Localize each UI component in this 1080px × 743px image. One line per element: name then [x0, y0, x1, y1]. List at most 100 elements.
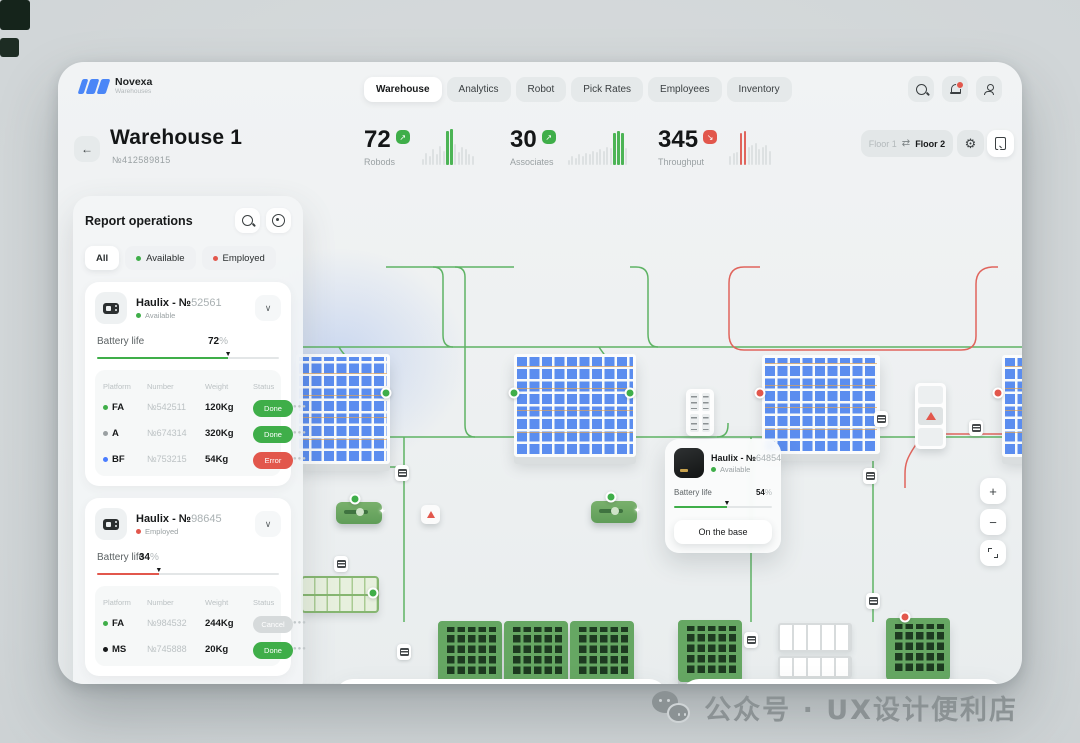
- sparkline: [729, 129, 771, 165]
- stat-label: Robods: [364, 157, 396, 167]
- status-dot: [136, 528, 141, 534]
- storage-rack[interactable]: [514, 354, 636, 457]
- locate-button[interactable]: [266, 208, 291, 233]
- robot-icon: [399, 648, 409, 656]
- row-menu-button[interactable]: ●●●: [293, 404, 307, 410]
- warehouse-map[interactable]: ✦ ✦ Haulix -: [58, 188, 1022, 684]
- sidebar-search-button[interactable]: [235, 208, 260, 233]
- zoom-out-button[interactable]: −: [980, 509, 1006, 535]
- storage-rack[interactable]: [762, 355, 880, 454]
- robot-marker[interactable]: [397, 644, 411, 660]
- sparkle-icon: ✦: [378, 506, 386, 516]
- tab-pick-rates[interactable]: Pick Rates: [571, 77, 644, 102]
- slider-thumb[interactable]: ▼: [224, 351, 232, 358]
- background-square: [0, 0, 30, 30]
- robot-marker[interactable]: [969, 420, 983, 436]
- chevron-down-icon: ∨: [264, 518, 272, 529]
- control-panel-device[interactable]: [686, 389, 714, 436]
- robot-marker[interactable]: [744, 632, 758, 648]
- zoom-in-button[interactable]: +: [980, 478, 1006, 504]
- collapse-toggle[interactable]: ∨: [255, 511, 281, 537]
- table-row[interactable]: MS №745888 20Kg Done ●●●: [103, 636, 306, 662]
- slider-thumb[interactable]: ▼: [723, 500, 731, 507]
- table-row[interactable]: FA №984532 244Kg Cancel ●●●: [103, 610, 306, 636]
- fullscreen-button[interactable]: [980, 540, 1006, 566]
- battery-slider[interactable]: ▼: [674, 500, 772, 508]
- sparkline: [567, 129, 628, 165]
- robot-name: Haulix - №64854: [711, 452, 782, 463]
- tab-warehouse[interactable]: Warehouse: [364, 77, 442, 102]
- trend-down-icon: ↘: [703, 130, 718, 144]
- on-the-base-button[interactable]: On the base: [674, 520, 772, 544]
- robot-tooltip: Haulix - №64854 Available Battery life 5…: [665, 439, 781, 553]
- sidebar-title: Report operations: [85, 213, 193, 228]
- storage-rack[interactable]: [296, 354, 390, 464]
- shelf-tower-alert[interactable]: [915, 383, 946, 449]
- storage-rack[interactable]: [1002, 355, 1022, 457]
- gear-icon: ⚙: [964, 135, 977, 151]
- robot-card: Haulix - №98645 Employed ∨ Battery life …: [85, 498, 306, 676]
- tab-inventory[interactable]: Inventory: [726, 77, 792, 102]
- agv-robot[interactable]: ✦: [591, 501, 641, 523]
- sparkle-icon: ✦: [633, 505, 641, 515]
- tab-robot[interactable]: Robot: [515, 77, 567, 102]
- alert-marker[interactable]: [421, 505, 440, 524]
- robot-marker[interactable]: [866, 593, 880, 609]
- filter-available[interactable]: Available: [125, 246, 196, 270]
- notifications-button[interactable]: [942, 76, 968, 102]
- robot-avatar: [95, 508, 127, 540]
- logo-subtitle: Warehouses: [115, 88, 152, 95]
- row-menu-button[interactable]: ●●●: [293, 456, 307, 462]
- status-badge: Done: [253, 425, 293, 443]
- filter-all[interactable]: All: [85, 246, 120, 270]
- charging-block[interactable]: [570, 621, 634, 683]
- floor-toggle[interactable]: Floor 1 ⇄ Floor 2: [861, 130, 953, 157]
- battery-slider[interactable]: ▼: [97, 567, 279, 575]
- robot-marker[interactable]: [874, 411, 888, 427]
- table-row[interactable]: A №674314 320Kg Done ●●●: [103, 420, 306, 446]
- filter-employed[interactable]: Employed: [201, 246, 276, 270]
- robot-card: Haulix - №52561 Available ∨ Battery life…: [85, 282, 306, 486]
- floor-1-option[interactable]: Floor 1: [868, 138, 897, 149]
- collapse-toggle[interactable]: ∨: [255, 295, 281, 321]
- logo[interactable]: Novexa Warehouses: [77, 77, 152, 96]
- arrow-left-icon: ←: [81, 142, 93, 156]
- tab-analytics[interactable]: Analytics: [446, 77, 511, 102]
- status-badge: Done: [253, 399, 293, 417]
- tab-employees[interactable]: Employees: [648, 77, 722, 102]
- back-button[interactable]: ←: [74, 136, 100, 162]
- white-shelf-row[interactable]: [778, 623, 852, 652]
- settings-button[interactable]: ⚙: [957, 130, 984, 157]
- charging-block[interactable]: [438, 621, 502, 683]
- white-shelf-row[interactable]: [778, 656, 852, 678]
- profile-button[interactable]: [976, 76, 1002, 102]
- page-title: Warehouse 1: [110, 126, 243, 149]
- agv-robot[interactable]: ✦: [336, 502, 386, 524]
- battery-label: Battery life: [674, 488, 712, 497]
- row-menu-button[interactable]: ●●●: [293, 646, 307, 652]
- watermark: 公众号 · UX设计便利店: [652, 688, 1018, 727]
- row-menu-button[interactable]: ●●●: [293, 620, 307, 626]
- battery-slider[interactable]: ▼: [97, 351, 279, 359]
- charging-block[interactable]: [886, 618, 950, 680]
- sparkline: [421, 129, 474, 165]
- robot-icon: [397, 469, 407, 477]
- robot-marker[interactable]: [863, 468, 877, 484]
- charging-block[interactable]: [504, 621, 568, 683]
- status-badge: Error: [253, 451, 293, 469]
- slider-thumb[interactable]: ▼: [155, 567, 163, 574]
- robot-marker[interactable]: [395, 465, 409, 481]
- floor-2-option[interactable]: Floor 2: [915, 138, 946, 149]
- row-menu-button[interactable]: ●●●: [293, 430, 307, 436]
- tasks-table: Platform Number Weight Status FA №984532 2…: [95, 586, 306, 666]
- search-button[interactable]: [908, 76, 934, 102]
- robot-icon: [103, 302, 119, 314]
- robot-icon: [746, 636, 756, 644]
- table-row[interactable]: BF №753215 54Kg Error ●●●: [103, 446, 306, 472]
- status-dot: [136, 312, 141, 318]
- robot-marker[interactable]: [334, 556, 348, 572]
- charging-block[interactable]: [678, 620, 742, 682]
- table-row[interactable]: FA №542511 120Kg Done ●●●: [103, 394, 306, 420]
- bookmark-icon: [995, 137, 1006, 150]
- bookmark-button[interactable]: [987, 130, 1014, 157]
